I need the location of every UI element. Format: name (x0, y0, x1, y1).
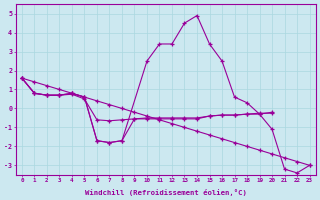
X-axis label: Windchill (Refroidissement éolien,°C): Windchill (Refroidissement éolien,°C) (85, 189, 247, 196)
